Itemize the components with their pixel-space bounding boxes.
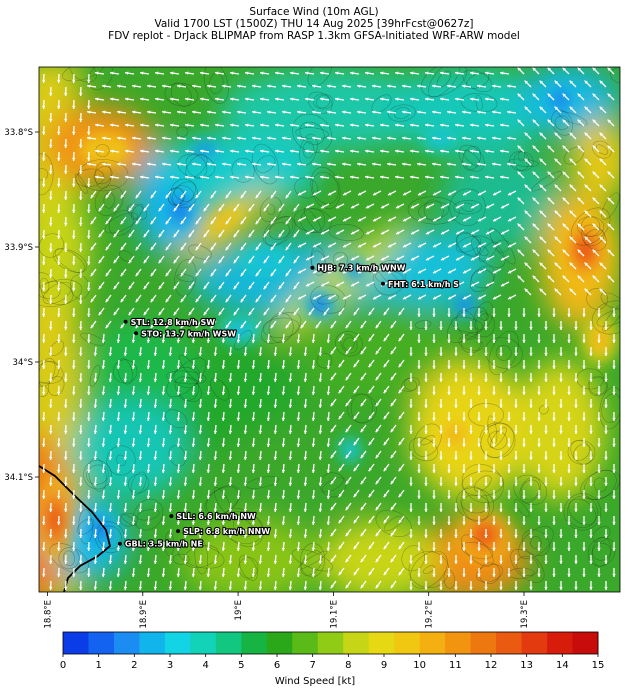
lat-tick-label: 33.8°S: [4, 128, 33, 138]
colorbar-swatch: [190, 632, 216, 654]
lon-tick-label: 18.8°E: [44, 600, 54, 629]
colorbar-swatch: [241, 632, 267, 654]
station-label: GBL: 3.5 km/h NE: [125, 540, 203, 549]
colorbar-swatch: [522, 632, 548, 654]
colorbar-swatch: [88, 632, 114, 654]
colorbar-swatch: [318, 632, 344, 654]
colorbar-label: Wind Speed [kt]: [275, 676, 355, 687]
longitude-axis: 18.8°E 18.9°E 19°E 19.1°E 19.2°E 19.3°E: [44, 592, 531, 629]
colorbar-swatch: [343, 632, 369, 654]
colorbar-swatch: [394, 632, 420, 654]
colorbar-tick-label: 14: [556, 660, 569, 671]
station-dot[interactable]: [118, 542, 122, 546]
station-label: STL: 12.8 km/h SW: [131, 318, 216, 327]
colorbar-tick-label: 9: [381, 660, 387, 671]
colorbar-tick-label: 10: [413, 660, 426, 671]
station-label: SLP: 6.8 km/h NNW: [183, 527, 270, 536]
colorbar-swatch: [63, 632, 89, 654]
colorbar-tick-label: 4: [202, 660, 208, 671]
lon-tick-label: 18.9°E: [139, 600, 149, 629]
colorbar-tick-label: 1: [95, 660, 101, 671]
station-dot[interactable]: [310, 266, 314, 270]
lon-tick-label: 19.1°E: [329, 600, 339, 629]
lat-tick-label: 34.1°S: [4, 473, 33, 483]
colorbar-swatch: [573, 632, 599, 654]
lat-tick-label: 33.9°S: [4, 243, 33, 253]
colorbar-tick-label: 15: [592, 660, 605, 671]
colorbar-swatch: [165, 632, 191, 654]
station-label: STO: 13.7 km/h WSW: [141, 329, 236, 338]
lon-tick-label: 19°E: [234, 600, 244, 620]
station-label: HJB: 7.3 km/h WNW: [317, 264, 405, 273]
colorbar-swatch: [139, 632, 165, 654]
colorbar-tick-label: 0: [60, 660, 66, 671]
wind-field-map: HJB: 7.3 km/h WNW FHT: 6.1 km/h S STL: 12.…: [0, 55, 628, 610]
lon-tick-label: 19.2°E: [425, 600, 435, 629]
colorbar-tick-label: 8: [345, 660, 351, 671]
lat-tick-label: 34°S: [13, 358, 33, 368]
station-label: SLL: 6.6 km/h NW: [176, 512, 256, 521]
colorbar-tick-label: 5: [238, 660, 244, 671]
station-dot[interactable]: [176, 529, 180, 533]
colorbar-swatch: [369, 632, 395, 654]
colorbar-swatch: [267, 632, 293, 654]
colorbar-swatch: [445, 632, 471, 654]
station-dot[interactable]: [169, 514, 173, 518]
colorbar-tick-label: 7: [309, 660, 315, 671]
colorbar-swatch: [496, 632, 522, 654]
station-dot[interactable]: [124, 320, 128, 324]
colorbar-swatch: [420, 632, 446, 654]
colorbar-tick-label: 3: [167, 660, 173, 671]
colorbar-swatch: [292, 632, 318, 654]
colorbar-swatch: [547, 632, 573, 654]
station-dot[interactable]: [134, 331, 138, 335]
colorbar-tick-label: 11: [449, 660, 462, 671]
colorbar-tick-label: 2: [131, 660, 137, 671]
colorbar-swatch: [216, 632, 242, 654]
colorbar-tick-label: 6: [274, 660, 280, 671]
station-label: FHT: 6.1 km/h S: [388, 280, 459, 289]
colorbar-swatch: [471, 632, 497, 654]
lon-tick-label: 19.3°E: [520, 600, 530, 629]
latitude-axis: 33.8°S 33.9°S 34°S 34.1°S: [4, 128, 39, 483]
colorbar-tick-label: 13: [520, 660, 533, 671]
colorbar-tick-label: 12: [485, 660, 498, 671]
station-dot[interactable]: [381, 282, 385, 286]
colorbar-swatch: [114, 632, 140, 654]
